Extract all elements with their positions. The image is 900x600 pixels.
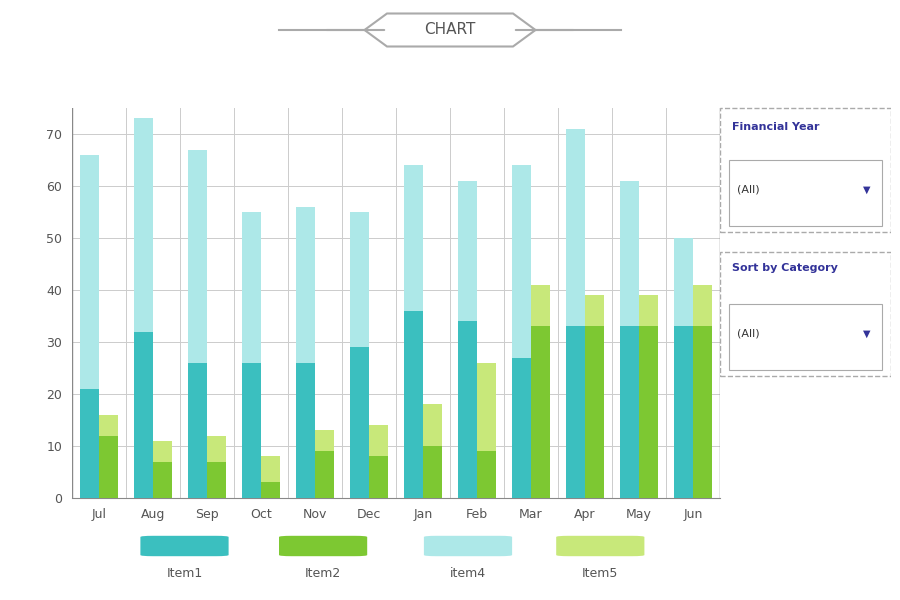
Text: Sort by Category: Sort by Category <box>732 263 838 273</box>
Bar <box>296 363 315 498</box>
Bar <box>242 363 261 498</box>
Bar <box>512 165 531 358</box>
Bar <box>639 295 658 326</box>
Bar <box>566 129 585 326</box>
FancyBboxPatch shape <box>140 536 229 556</box>
Bar <box>512 358 531 498</box>
Bar <box>693 285 712 326</box>
Bar <box>674 326 693 498</box>
Bar <box>404 165 423 311</box>
Bar <box>315 430 334 451</box>
Bar <box>207 461 226 498</box>
Bar <box>188 149 207 363</box>
Bar <box>458 321 477 498</box>
Bar <box>315 451 334 498</box>
FancyBboxPatch shape <box>424 536 512 556</box>
Text: Item2: Item2 <box>305 567 341 580</box>
Bar <box>531 285 550 326</box>
Text: ▼: ▼ <box>863 185 870 195</box>
Bar <box>585 326 604 498</box>
Bar <box>423 404 442 446</box>
Bar <box>477 451 496 498</box>
Bar <box>585 295 604 326</box>
Text: ▼: ▼ <box>863 329 870 339</box>
Bar <box>620 181 639 326</box>
Text: (All): (All) <box>737 185 760 195</box>
Bar <box>566 326 585 498</box>
Bar <box>296 207 315 363</box>
Bar <box>531 326 550 498</box>
Bar <box>693 326 712 498</box>
Bar <box>639 326 658 498</box>
Bar <box>350 212 369 347</box>
Bar <box>153 461 172 498</box>
Bar <box>423 446 442 498</box>
Bar <box>261 482 280 498</box>
FancyBboxPatch shape <box>720 252 891 376</box>
Bar <box>620 326 639 498</box>
Bar <box>153 441 172 461</box>
Bar <box>188 363 207 498</box>
Bar <box>99 436 118 498</box>
FancyBboxPatch shape <box>729 304 882 370</box>
Bar <box>80 155 99 389</box>
Bar <box>261 457 280 482</box>
Text: CHART: CHART <box>424 22 476 37</box>
Bar <box>350 347 369 498</box>
Bar <box>207 436 226 461</box>
Bar <box>134 118 153 332</box>
Bar <box>242 212 261 363</box>
Text: Item5: Item5 <box>582 567 618 580</box>
Text: item4: item4 <box>450 567 486 580</box>
Bar <box>369 425 388 457</box>
Bar <box>369 457 388 498</box>
Bar <box>134 332 153 498</box>
FancyBboxPatch shape <box>279 536 367 556</box>
Bar <box>458 181 477 321</box>
Bar <box>99 415 118 436</box>
FancyBboxPatch shape <box>729 160 882 226</box>
Text: (All): (All) <box>737 329 760 339</box>
Bar <box>404 311 423 498</box>
Bar <box>674 238 693 326</box>
Text: Financial Year: Financial Year <box>732 122 820 132</box>
Bar <box>477 363 496 451</box>
FancyBboxPatch shape <box>720 108 891 232</box>
Text: Item1: Item1 <box>166 567 202 580</box>
Bar <box>80 389 99 498</box>
FancyBboxPatch shape <box>556 536 644 556</box>
